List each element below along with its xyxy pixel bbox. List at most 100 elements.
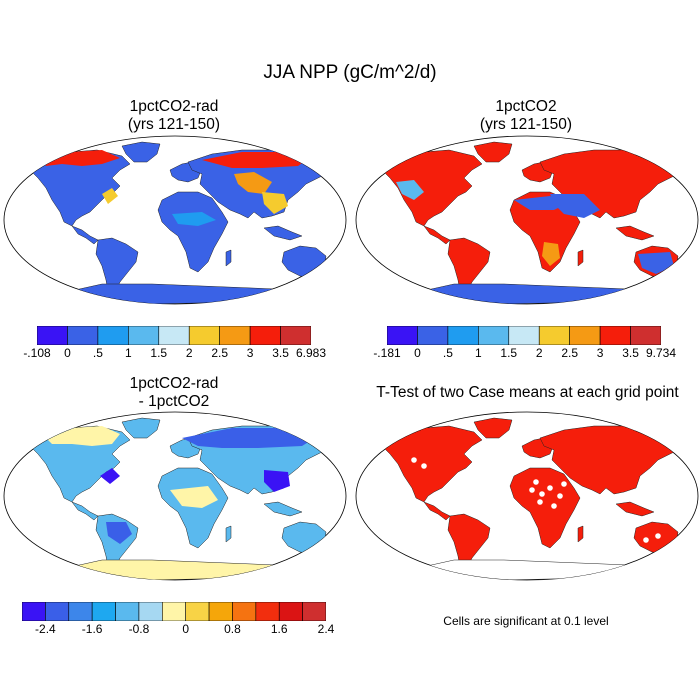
- overlay-diff-eurasia: [182, 428, 318, 448]
- landmass-indonesia: [615, 225, 655, 241]
- colorbar-box: [387, 326, 418, 345]
- landmass-centralam: [71, 225, 99, 245]
- colorbar-box: [22, 602, 46, 621]
- landmass-centralam: [423, 501, 451, 521]
- colorbar-tick-label: -1.6: [81, 622, 103, 636]
- colorbar-box: [219, 326, 251, 345]
- colorbar-box: [278, 602, 303, 621]
- colorbar-tick-label: 1.5: [500, 346, 518, 360]
- colorbar-box: [37, 326, 68, 345]
- colorbar-tick-label: .5: [442, 346, 453, 360]
- colorbar-box: [91, 602, 116, 621]
- overlay-south-africa: [542, 242, 560, 266]
- panel2-title-line2: (yrs 121-150): [479, 116, 573, 133]
- panel2-title: 1pctCO2 (yrs 121-150): [380, 98, 672, 134]
- overlay-middle-east: [550, 194, 600, 218]
- not-significant-cell: [643, 537, 649, 543]
- landmass-southamerica: [95, 237, 139, 295]
- colorbar-tick-label: 2: [535, 346, 543, 360]
- colorbar-box: [232, 602, 257, 621]
- landmass-southamerica: [447, 513, 491, 571]
- colorbar-box: [447, 326, 479, 345]
- landmass-northamerica: [31, 425, 131, 503]
- colorbar-tick-label: -.108: [23, 346, 51, 360]
- colorbar-box: [67, 326, 99, 345]
- colorbar-panel2: [387, 326, 661, 345]
- landmass-greenland: [473, 141, 513, 163]
- landmass-greenland: [121, 417, 161, 439]
- colorbar-tick-label: 0: [182, 622, 190, 636]
- colorbar-box: [45, 602, 70, 621]
- landmass-centralam: [423, 225, 451, 245]
- overlay-se-asia: [262, 192, 288, 214]
- landmass-northamerica: [383, 149, 483, 227]
- colorbar-box: [158, 326, 190, 345]
- overlay-boreal-eurasia: [202, 152, 312, 168]
- colorbar-box: [208, 602, 233, 621]
- colorbar-tick-label: 2: [185, 346, 193, 360]
- colorbar-box: [128, 326, 160, 345]
- colorbar-box: [478, 326, 510, 345]
- not-significant-cell: [539, 491, 545, 497]
- panel1-title: 1pctCO2-rad (yrs 121-150): [28, 98, 320, 134]
- colorbar-box: [97, 326, 129, 345]
- overlay-diff-east-us: [100, 468, 120, 484]
- landmass-indonesia: [263, 225, 303, 241]
- not-significant-cell: [561, 481, 567, 487]
- not-significant-cell: [533, 479, 539, 485]
- landmass-africa: [157, 467, 229, 549]
- landmass-greenland: [473, 417, 513, 439]
- colorbar-box: [280, 326, 311, 345]
- colorbar-tick-label: 1.5: [150, 346, 168, 360]
- overlay-sahel: [172, 212, 216, 226]
- not-significant-cell: [557, 493, 563, 499]
- colorbar-box: [599, 326, 631, 345]
- colorbar-tick-label: .5: [92, 346, 103, 360]
- panel2-title-line1: 1pctCO2: [495, 98, 557, 115]
- colorbar-panel2-labels: -.181 0 .5 1 1.5 2 2.5 3 3.5 9.734: [373, 346, 676, 362]
- overlay-australia-interior: [638, 252, 674, 274]
- landmass-greenland: [121, 141, 161, 163]
- colorbar-box: [508, 326, 540, 345]
- colorbar-tick-label: 3.5: [272, 346, 289, 360]
- landmass-africa: [509, 467, 581, 549]
- colorbar-tick-label: 3: [596, 346, 604, 360]
- colorbar-panel1-labels: -.108 0 .5 1 1.5 2 2.5 3 3.5 6.983: [23, 346, 326, 362]
- overlay-diff-boreal-na: [42, 426, 120, 446]
- colorbar-tick-label: 2.5: [211, 346, 228, 360]
- colorbar-box: [188, 326, 220, 345]
- colorbar-box: [630, 326, 661, 345]
- panel4-title: T-Test of two Case means at each grid po…: [355, 384, 700, 402]
- colorbar-panel1: [37, 326, 311, 345]
- not-significant-cell: [529, 487, 535, 493]
- overlay-diff-se-asia: [264, 470, 290, 492]
- significance-footnote: Cells are significant at 0.1 level: [443, 614, 609, 628]
- panel1-title-line1: 1pctCO2-rad: [129, 98, 219, 115]
- landmass-centralam: [71, 501, 99, 521]
- colorbar-tick-label: -0.8: [128, 622, 150, 636]
- not-significant-cell: [551, 503, 557, 509]
- colorbar-box: [68, 602, 93, 621]
- colorbar-tick-label: 1: [124, 346, 132, 360]
- colorbar-tick-label: 3.5: [622, 346, 639, 360]
- colorbar-box: [115, 602, 140, 621]
- landmass-madagascar: [225, 249, 232, 267]
- panel4-title-line1: T-Test of two Case means at each grid po…: [376, 384, 679, 401]
- colorbar-tick-label: 3: [246, 346, 254, 360]
- not-significant-cell: [655, 533, 661, 539]
- colorbar-box: [255, 602, 280, 621]
- not-significant-cell: [537, 499, 543, 505]
- colorbar-tick-label: 6.983: [295, 346, 327, 360]
- overlay-boreal-na: [42, 150, 120, 166]
- landmass-africa: [157, 191, 229, 273]
- landmass-southamerica: [447, 237, 491, 295]
- map-panel-1pctco2-rad: [3, 135, 347, 305]
- panel3-title-line1: 1pctCO2-rad: [129, 375, 219, 392]
- colorbar-box: [249, 326, 281, 345]
- not-significant-cell: [547, 485, 553, 491]
- landmass-madagascar: [225, 525, 232, 543]
- colorbar-tick-label: 1: [474, 346, 482, 360]
- landmass-northamerica: [31, 149, 131, 227]
- landmass-indonesia: [615, 501, 655, 517]
- colorbar-tick-label: -2.4: [35, 622, 56, 636]
